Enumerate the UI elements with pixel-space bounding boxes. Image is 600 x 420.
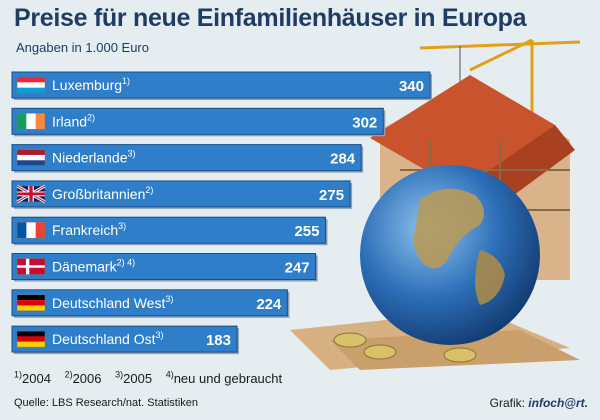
footnote-3: 3)2005 <box>115 370 153 387</box>
category-label: Deutschland West3) <box>52 294 173 311</box>
bar-group-niederlande: Niederlande3) 284 <box>11 144 364 173</box>
bar-group-frankreich: Frankreich3) 255 <box>11 216 328 246</box>
bar-value: 284 <box>330 151 356 168</box>
bar-value: 340 <box>399 78 424 95</box>
bar-grossbritannien <box>11 180 351 208</box>
category-label: Frankreich3) <box>52 221 126 238</box>
flag-luxembourg-icon <box>16 76 46 94</box>
bar-group-deutschland-ost: Deutschland Ost3) 183 <box>11 325 239 355</box>
bar-group-grossbritannien: Großbritannien2) 275 <box>11 180 353 209</box>
source-note: Quelle: LBS Research/nat. Statistiken <box>14 397 199 409</box>
bar-irland <box>11 107 384 135</box>
category-label: Irland2) <box>52 112 95 129</box>
footnote-4: 4)neu und gebraucht <box>165 370 283 387</box>
bar-group-daenemark: Dänemark2) 4) 247 <box>11 253 318 282</box>
bar-frankreich <box>11 216 326 244</box>
bar-value: 224 <box>256 296 282 313</box>
category-label: Niederlande3) <box>52 149 136 166</box>
flag-uk-icon <box>16 184 46 204</box>
globe-icon <box>360 165 540 345</box>
bar-value: 247 <box>285 260 310 277</box>
bar-niederlande <box>11 144 362 172</box>
bar-value: 255 <box>294 223 319 240</box>
category-label: Großbritannien2) <box>52 185 153 202</box>
chart-subtitle: Angaben in 1.000 Euro <box>16 40 149 55</box>
bar-group-deutschland-west: Deutschland West3) 224 <box>11 289 290 318</box>
footnote-1: 1)2004 <box>14 370 51 387</box>
flag-ireland-icon <box>16 113 46 130</box>
graphic-credit: Grafik: infoch@rt. <box>489 396 588 410</box>
bar-daenemark <box>11 253 317 280</box>
category-label: Luxemburg1) <box>52 76 130 93</box>
flag-netherlands-icon <box>16 149 46 166</box>
bar-value: 302 <box>352 114 377 131</box>
bar-value: 183 <box>206 332 231 349</box>
flag-france-icon <box>16 221 46 239</box>
bar-deutschland-west <box>11 289 288 317</box>
bar-deutschland-ost <box>11 325 238 353</box>
bar-value: 275 <box>319 187 344 204</box>
category-label: Deutschland Ost3) <box>52 330 164 347</box>
flag-germany-icon <box>16 330 46 348</box>
flag-germany-icon <box>16 294 46 312</box>
house-globe-illustration <box>290 38 581 370</box>
bar-luxemburg <box>11 71 431 99</box>
bar-group-irland: Irland2) 302 <box>11 107 386 137</box>
category-label: Dänemark2) 4) <box>52 258 135 275</box>
flag-denmark-icon <box>16 258 46 275</box>
chart-title: Preise für neue Einfamilienhäuser in Eur… <box>14 4 527 32</box>
bar-group-luxemburg: Luxemburg1) 340 <box>11 71 432 100</box>
footnote-2: 2)2006 <box>64 370 102 387</box>
footnotes: 1)2004 2)2006 3)2005 4)neu und gebraucht <box>14 370 292 386</box>
